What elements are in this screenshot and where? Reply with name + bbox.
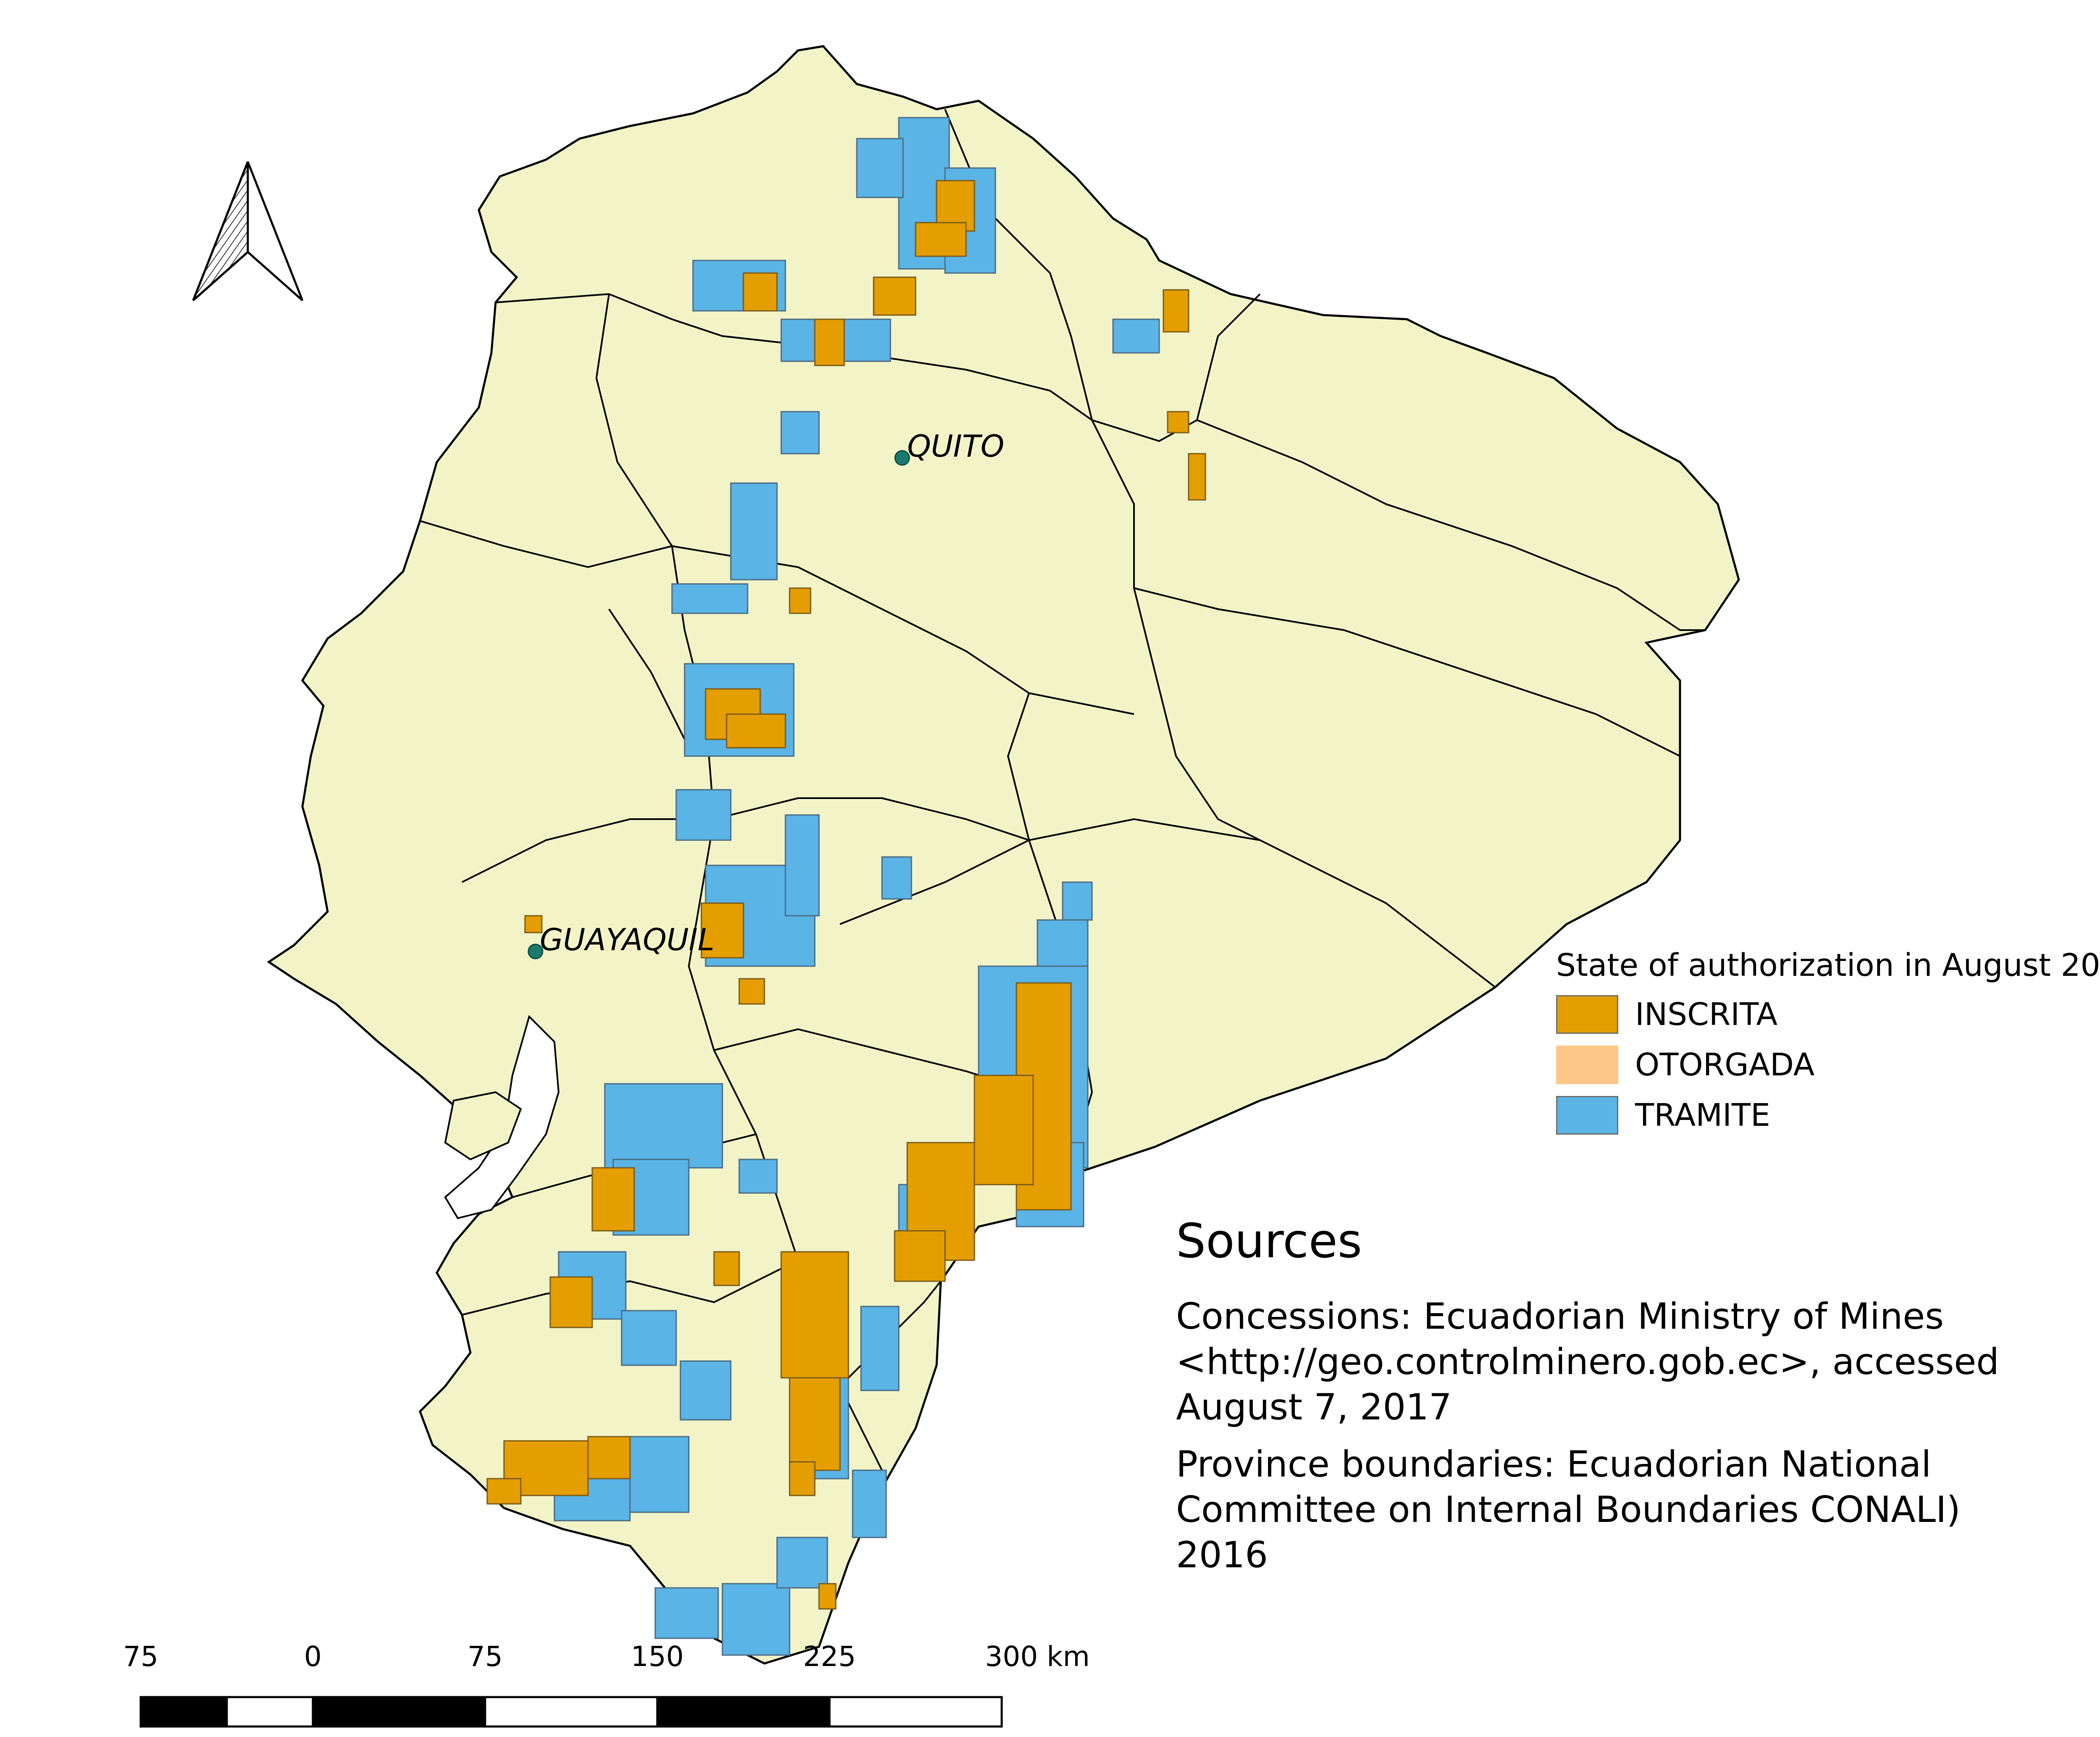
legend-title: State of authorization in August 2017 [1556, 947, 2100, 983]
sources-title: Sources [1176, 1214, 1362, 1269]
scale-label: 0 [304, 1640, 322, 1673]
scale-label: 225 [803, 1640, 856, 1673]
scale-label: 75 [123, 1640, 158, 1673]
city-label-guayaquil: GUAYAQUIL [540, 922, 715, 957]
legend-swatch-tramite [1556, 1096, 1618, 1135]
source-line: Committee on Internal Boundaries CONALI) [1176, 1489, 1961, 1531]
scale-label: 300 km [985, 1640, 1090, 1673]
legend: State of authorization in August 2017 IN… [1556, 947, 2100, 1135]
source-line: <http://geo.controlminero.gob.ec>, acces… [1176, 1341, 1999, 1383]
concessions-inscrita [486, 180, 1206, 1610]
legend-item-inscrita: INSCRITA [1556, 995, 2100, 1034]
scale-bar [139, 1696, 1003, 1728]
legend-swatch-otorgada [1556, 1046, 1618, 1084]
country-outline [267, 45, 1740, 1665]
legend-label: TRAMITE [1635, 1097, 1770, 1133]
legend-item-otorgada: OTORGADA [1556, 1046, 2100, 1084]
legend-label: OTORGADA [1635, 1047, 1815, 1083]
north-arrow-icon [192, 161, 304, 301]
puna-island [444, 1091, 522, 1161]
sources-block: Sources Concessions: Ecuadorian Ministry… [1176, 1214, 2100, 1590]
source-line: 2016 [1176, 1534, 1268, 1576]
legend-label: INSCRITA [1635, 996, 1778, 1033]
source-line: August 7, 2017 [1176, 1386, 1452, 1428]
legend-item-tramite: TRAMITE [1556, 1096, 2100, 1135]
city-label-quito: QUITO [907, 428, 1005, 464]
source-line: Concessions: Ecuadorian Ministry of Mine… [1176, 1296, 1944, 1338]
scale-label: 75 [467, 1640, 503, 1673]
source-boundaries: Province boundaries: Ecuadorian National… [1176, 1442, 2100, 1578]
quito-marker [894, 450, 910, 466]
legend-swatch-inscrita [1556, 995, 1618, 1034]
scale-label: 150 [631, 1640, 684, 1673]
source-concessions: Concessions: Ecuadorian Ministry of Mine… [1176, 1294, 2100, 1430]
guayaquil-marker [528, 943, 543, 959]
source-line: Province boundaries: Ecuadorian National [1176, 1443, 1932, 1485]
